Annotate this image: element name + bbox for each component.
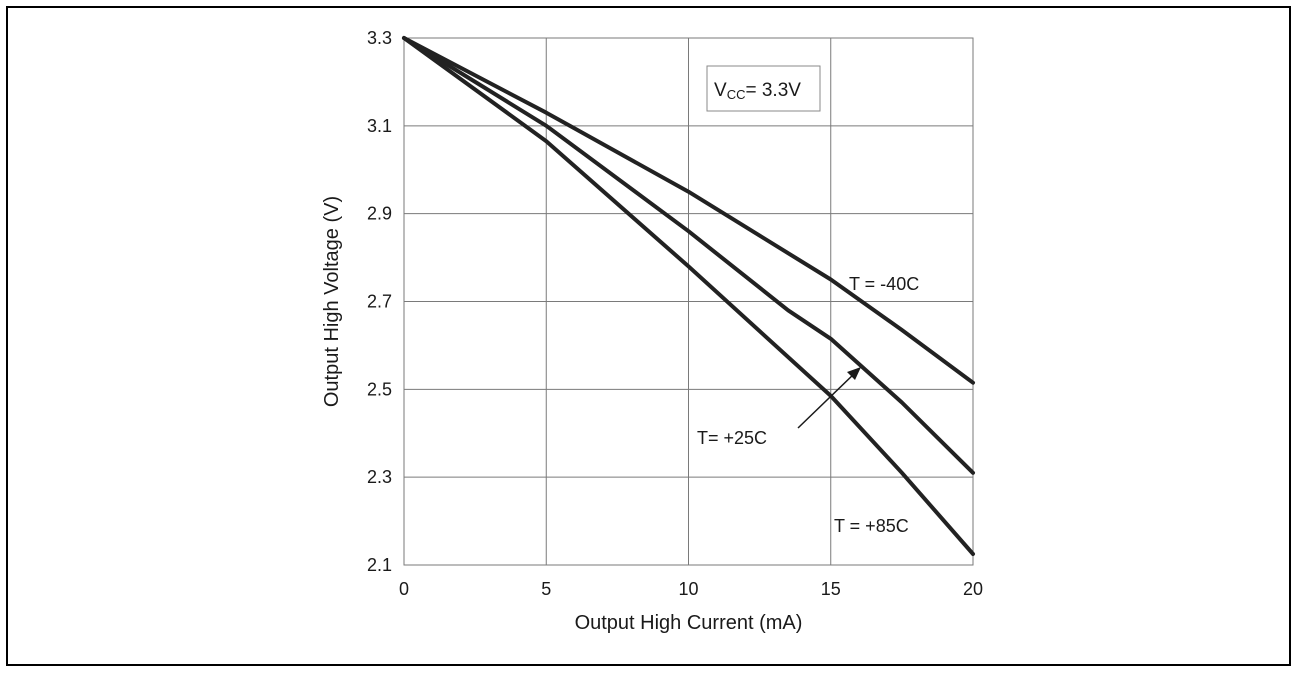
vcc-prefix: V xyxy=(714,80,727,101)
series-line-plus25c xyxy=(402,36,975,475)
series-label-plus85c: T = +85C xyxy=(834,516,909,536)
x-tick-label: 5 xyxy=(541,579,551,599)
figure-frame: 0 5 10 15 20 2.1 2.3 2.5 2.7 2.9 3.1 3.3 Output Hig… xyxy=(6,6,1291,666)
y-tick-label: 2.5 xyxy=(367,379,392,399)
annotation-arrowhead xyxy=(847,367,861,380)
y-tick-label: 3.1 xyxy=(367,116,392,136)
annotation-arrow-line xyxy=(797,371,857,429)
y-axis-label: Output High Voltage (V) xyxy=(321,196,343,407)
y-tick-label: 2.1 xyxy=(367,555,392,575)
x-tick-label: 15 xyxy=(821,579,841,599)
plot-border xyxy=(403,37,974,566)
series-line-minus40c xyxy=(402,36,975,385)
vcc-subscript: CC xyxy=(727,87,746,102)
vcc-suffix: = 3.3V xyxy=(745,80,801,101)
annotation-arrow xyxy=(797,367,861,429)
vcc-condition-box: VCC= 3.3V xyxy=(706,65,821,112)
grid-layer xyxy=(403,37,974,566)
x-axis-label: Output High Current (mA) xyxy=(575,612,803,634)
y-tick-label: 2.7 xyxy=(367,292,392,312)
series-label-plus25c: T= +25C xyxy=(697,428,767,448)
tick-labels: 0 5 10 15 20 2.1 2.3 2.5 2.7 2.9 3.1 3.3 xyxy=(367,28,983,599)
series-line-plus85c xyxy=(402,36,975,556)
vcc-label: VCC= 3.3V xyxy=(714,80,801,102)
voh-vs-ioh-chart: 0 5 10 15 20 2.1 2.3 2.5 2.7 2.9 3.1 3.3 Output Hig… xyxy=(321,28,983,634)
series-layer xyxy=(402,36,975,556)
y-tick-label: 2.3 xyxy=(367,467,392,487)
y-tick-label: 3.3 xyxy=(367,28,392,48)
x-tick-label: 0 xyxy=(399,579,409,599)
series-label-minus40c: T = -40C xyxy=(849,274,919,294)
y-tick-label: 2.9 xyxy=(367,204,392,224)
x-tick-label: 20 xyxy=(963,579,983,599)
x-tick-label: 10 xyxy=(678,579,698,599)
